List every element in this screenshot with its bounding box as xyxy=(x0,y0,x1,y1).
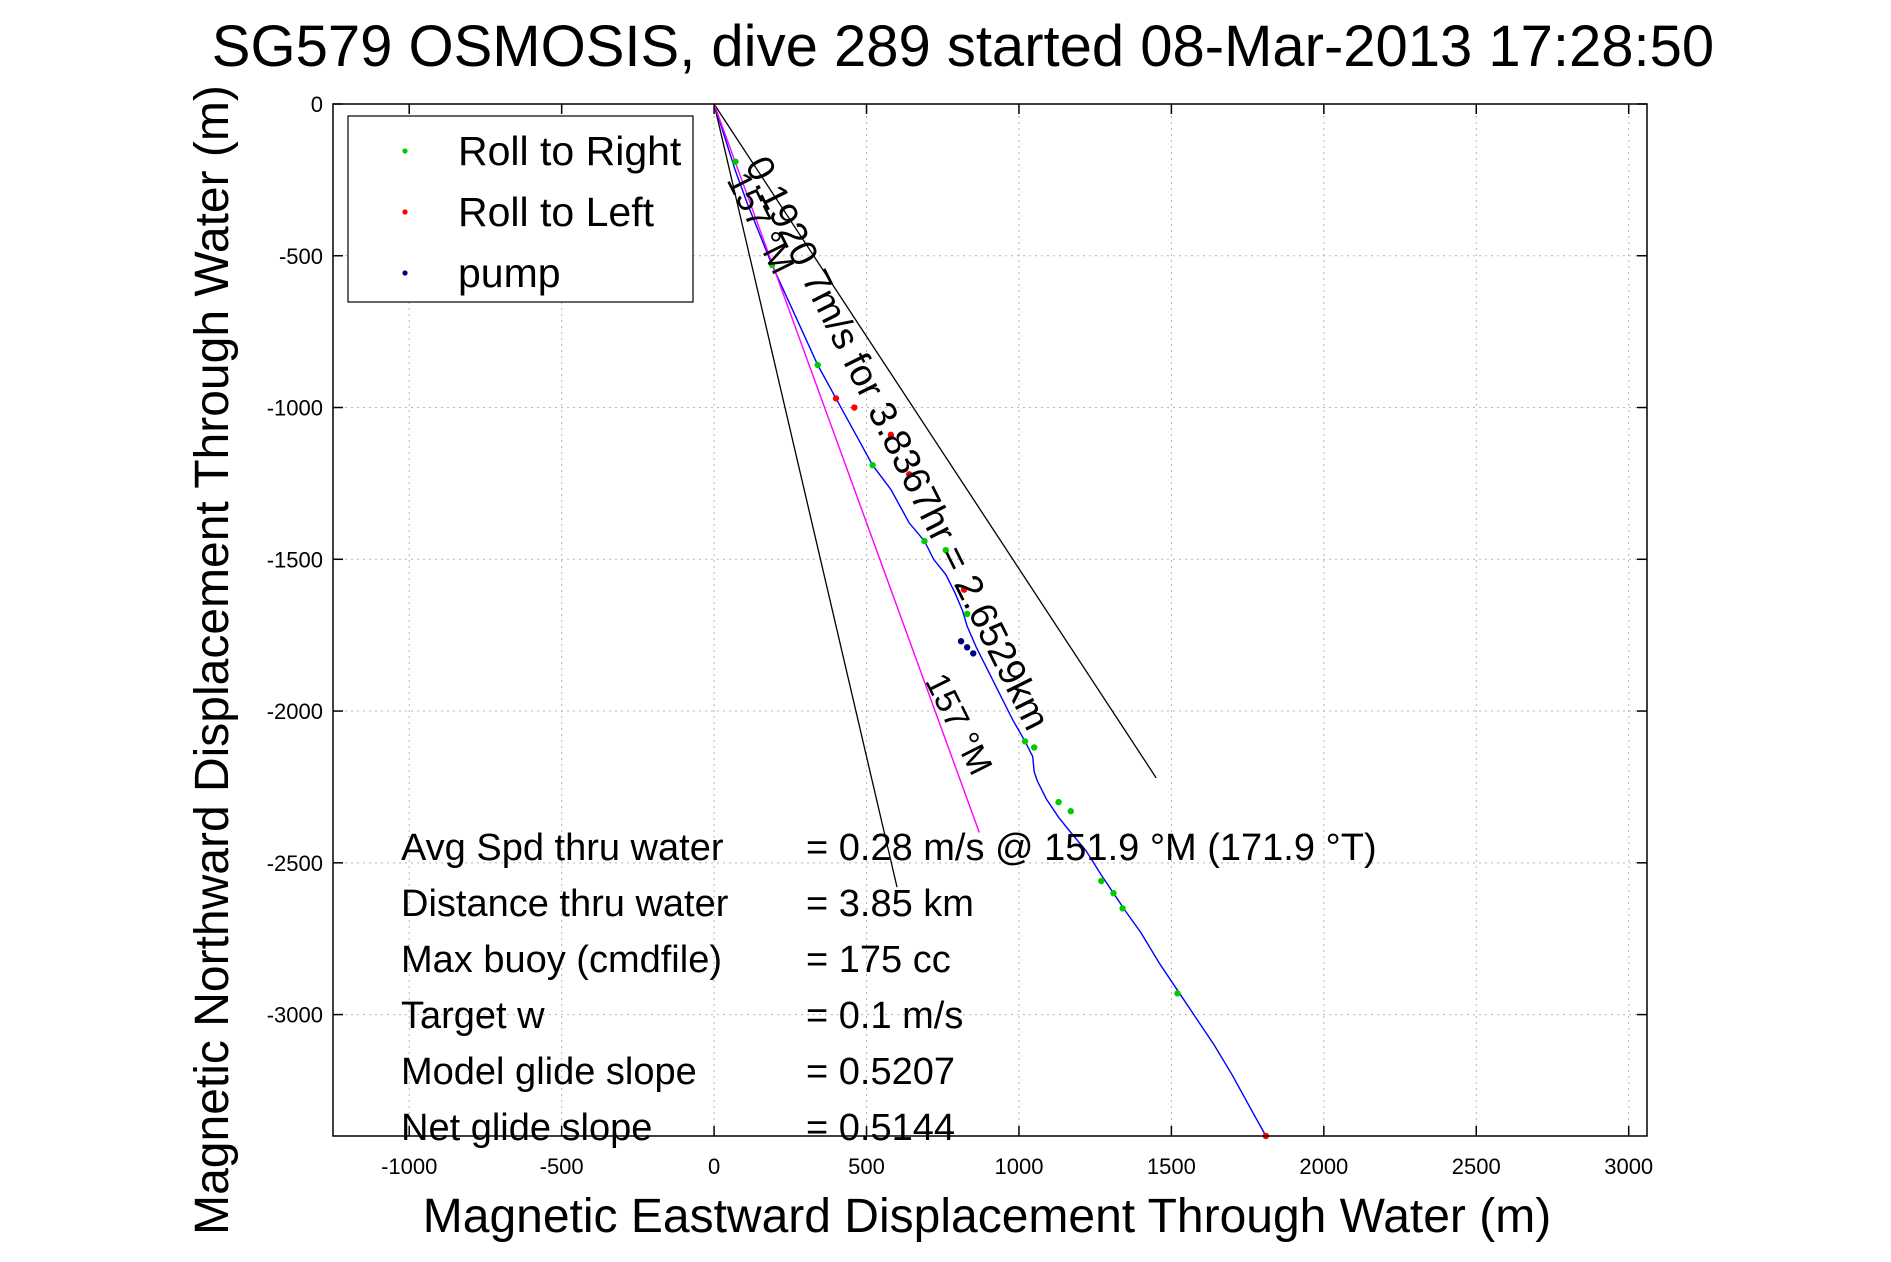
track-line xyxy=(713,103,1267,1137)
series-group xyxy=(713,103,1267,1137)
y-tick-label: -2000 xyxy=(267,699,323,724)
roll-right-point xyxy=(1174,990,1181,997)
chart-title: SG579 OSMOSIS, dive 289 started 08-Mar-2… xyxy=(212,14,1714,79)
pump-point xyxy=(963,644,971,651)
roll-right-point xyxy=(921,537,928,545)
roll-right-point xyxy=(869,462,876,469)
stat-label: Net glide slope xyxy=(401,1107,652,1149)
stat-label: Avg Spd thru water xyxy=(401,827,724,869)
roll-right-point xyxy=(1021,738,1029,745)
roll-right-point xyxy=(1067,808,1074,815)
x-tick-label: 500 xyxy=(848,1154,885,1179)
reference-line xyxy=(713,103,898,888)
track-annotation: 157 °M xyxy=(917,667,999,781)
roll-right-point xyxy=(1031,744,1038,751)
reference-line xyxy=(713,103,1157,779)
roll-right-point xyxy=(1055,798,1062,806)
roll-right-point xyxy=(1119,905,1126,912)
legend-label: Roll to Right xyxy=(458,128,682,174)
stat-label: Target w xyxy=(401,995,545,1037)
y-axis-label: Magnetic Northward Displacement Through … xyxy=(186,85,239,1235)
legend-label: Roll to Left xyxy=(458,189,655,235)
roll-left-point xyxy=(832,395,840,402)
roll-left-point xyxy=(906,471,913,478)
pump-point xyxy=(970,650,977,657)
x-tick-label: 2000 xyxy=(1299,1154,1348,1179)
stat-label: Distance thru water xyxy=(401,883,729,925)
stats-block: Avg Spd thru water = 0.28 m/s @ 151.9 °M … xyxy=(401,827,1377,1149)
x-axis-label: Magnetic Eastward Displacement Through W… xyxy=(423,1190,1551,1243)
roll-right-point xyxy=(732,158,739,165)
markers-group xyxy=(732,158,1270,1140)
stat-label: Model glide slope xyxy=(401,1051,697,1093)
x-tick-label: 0 xyxy=(708,1154,720,1179)
x-tick-label: 1000 xyxy=(994,1154,1043,1179)
stat-value: = 0.5207 xyxy=(806,1051,955,1093)
roll-right-point xyxy=(1098,877,1105,885)
grid xyxy=(333,103,1647,1136)
roll-right-point xyxy=(942,546,949,554)
legend: Roll to Right Roll to Left pump xyxy=(347,115,694,303)
roll-left-point xyxy=(960,586,968,593)
pump-point xyxy=(957,638,965,645)
stat-value: = 175 cc xyxy=(806,939,951,981)
y-tick-label: -3000 xyxy=(267,1003,323,1028)
roll-right-point xyxy=(963,610,971,618)
y-tick-label: -2500 xyxy=(267,851,323,876)
legend-label: pump xyxy=(458,250,561,296)
ticks: -1000 -500 0 500 1000 1500 2000 2500 3000 0 -500 -1… xyxy=(267,92,1653,1179)
legend-marker xyxy=(402,148,408,154)
reference-lines xyxy=(713,103,1157,888)
roll-right-point xyxy=(814,361,821,369)
roll-left-point xyxy=(851,404,858,411)
x-tick-label: 2500 xyxy=(1452,1154,1501,1179)
stat-value: = 0.5144 xyxy=(806,1107,955,1149)
y-tick-label: 0 xyxy=(311,92,323,117)
plot-frame xyxy=(332,103,1648,1137)
x-tick-label: 1500 xyxy=(1147,1154,1196,1179)
x-tick-label: -1000 xyxy=(381,1154,437,1179)
roll-right-point xyxy=(1110,889,1117,897)
legend-marker xyxy=(402,270,408,276)
y-tick-label: -500 xyxy=(279,244,323,269)
roll-left-point xyxy=(887,431,895,439)
legend-marker xyxy=(402,209,408,215)
stat-value: = 0.1 m/s xyxy=(806,995,963,1037)
y-tick-label: -1500 xyxy=(267,547,323,572)
stat-value: = 0.28 m/s @ 151.9 °M (171.9 °T) xyxy=(806,827,1377,869)
y-tick-label: -1000 xyxy=(267,396,323,421)
x-tick-label: 3000 xyxy=(1604,1154,1653,1179)
course-line xyxy=(713,103,980,833)
roll-right-point xyxy=(768,261,776,269)
stat-label: Max buoy (cmdfile) xyxy=(401,939,722,981)
stat-value: = 3.85 km xyxy=(806,883,974,925)
x-tick-label: -500 xyxy=(540,1154,584,1179)
